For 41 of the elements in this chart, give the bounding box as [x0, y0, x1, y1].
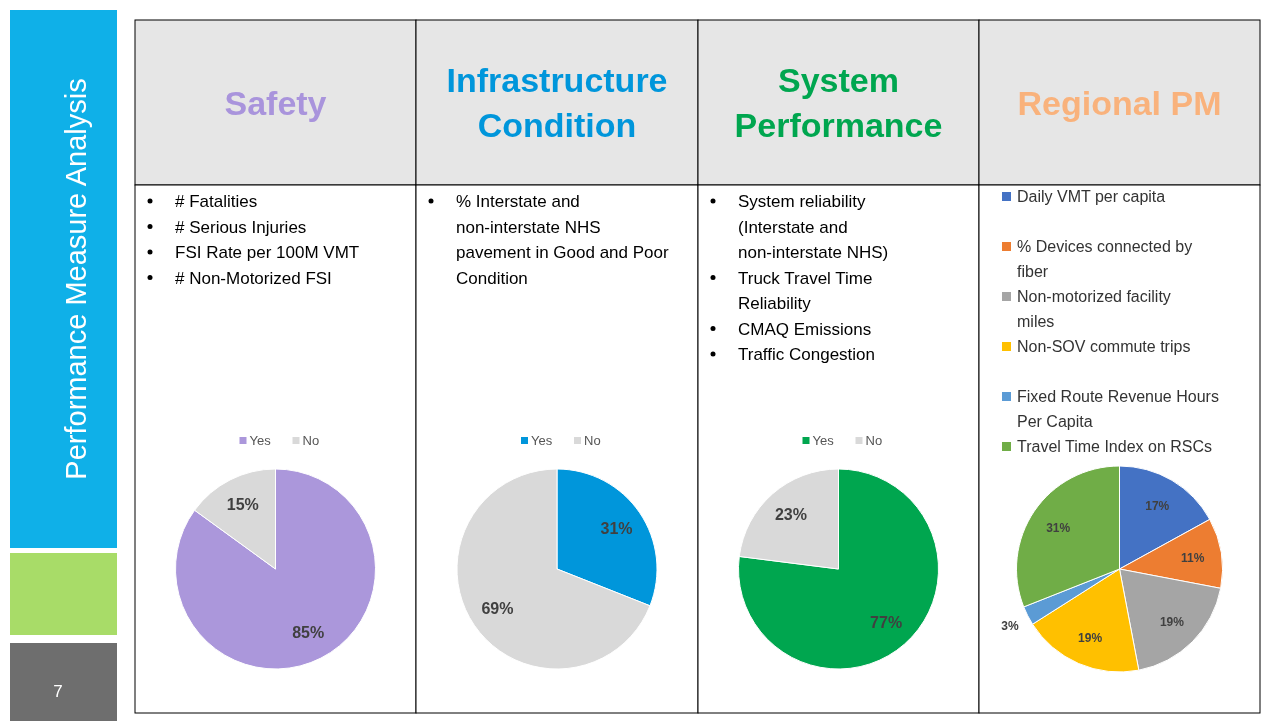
text: Truck Travel Time Reliability — [738, 268, 873, 313]
text: CMAQ Emissions — [738, 319, 872, 339]
text: % Interstate and non-interstate NHS pavement in Good and Poor Condition — [456, 192, 669, 288]
legend-label: Non-motorized facility miles — [1017, 288, 1171, 330]
data-label: 23% — [774, 505, 807, 523]
legend-label: Fixed Route Revenue Hours Per Capita — [1017, 388, 1219, 430]
data-label: 77% — [870, 614, 903, 632]
text: FSI Rate per 100M VMT — [175, 243, 360, 262]
chart-title: Infrastructure Condition — [446, 61, 668, 144]
data-label: 31% — [600, 519, 633, 537]
text: Performance Measure Analysis — [60, 78, 92, 480]
legend-label: No — [584, 433, 601, 448]
legend-label: Yes — [812, 433, 835, 448]
legend-label: Daily VMT per capita — [1017, 188, 1166, 205]
legend-label: Yes — [249, 433, 272, 448]
pie-slice — [175, 468, 376, 670]
data-label: 11% — [1181, 551, 1205, 566]
text: # Non-Motorized FSI — [175, 268, 332, 288]
legend-label: Non-SOV commute trips — [1017, 338, 1191, 355]
text: # Serious Injuries — [175, 217, 307, 237]
text: Traffic Congestion — [738, 345, 876, 364]
data-label: 85% — [292, 624, 325, 642]
data-label: 15% — [226, 495, 259, 513]
chart-title: Regional PM — [1017, 84, 1222, 122]
pie-slice — [738, 468, 939, 670]
data-label: 31% — [1046, 521, 1071, 536]
legend-label: No — [302, 433, 320, 448]
data-label: 17% — [1145, 499, 1170, 514]
legend-label: Yes — [531, 433, 553, 448]
legend-label: % Devices connected by fiber — [1017, 238, 1193, 280]
data-label: 19% — [1078, 631, 1103, 646]
text: 7 — [53, 682, 63, 701]
chart-title: System Performance — [734, 61, 943, 144]
text: # Fatalities — [175, 192, 258, 211]
text: System reliability (Interstate and non-interstate NHS) — [738, 192, 889, 262]
legend-label: Travel Time Index on RSCs — [1017, 438, 1213, 455]
legend-label: No — [865, 433, 883, 448]
data-label: 3% — [1001, 618, 1019, 633]
data-label: 19% — [1159, 615, 1185, 630]
data-label: 69% — [481, 600, 514, 618]
chart-title: Safety — [224, 84, 327, 122]
